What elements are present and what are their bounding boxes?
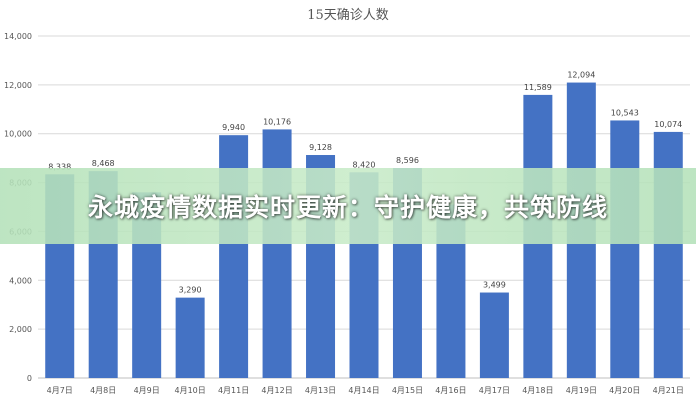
bar-data-label: 8,338 xyxy=(48,162,71,171)
x-axis-tick-labels: 4月7日 4月8日 4月9日 4月10日 4月11日 4月12日 4月13日 4月14日 4月1… xyxy=(47,386,684,395)
y-tick-label: 2,000 xyxy=(9,325,32,334)
x-tick-label: 4月16日 xyxy=(435,386,466,395)
bar-data-label: 10,543 xyxy=(611,108,639,117)
x-tick-label: 4月17日 xyxy=(479,386,510,395)
bar-data-label: 8,468 xyxy=(92,159,115,168)
bar-data-label: 3,290 xyxy=(179,286,202,295)
chart-title: 15天确诊人数 xyxy=(307,8,389,23)
x-tick-label: 4月18日 xyxy=(522,386,553,395)
bar xyxy=(479,292,509,378)
x-tick-label: 4月14日 xyxy=(348,386,379,395)
bar xyxy=(262,129,292,378)
bar xyxy=(175,297,205,378)
x-tick-label: 4月10日 xyxy=(174,386,205,395)
x-tick-label: 4月15日 xyxy=(392,386,423,395)
bar-data-label: 8,420 xyxy=(353,160,376,169)
x-tick-label: 4月13日 xyxy=(305,386,336,395)
headline-banner: 永城疫情数据实时更新：守护健康，共筑防线 xyxy=(0,168,696,244)
x-tick-label: 4月7日 xyxy=(47,386,73,395)
headline-text: 永城疫情数据实时更新：守护健康，共筑防线 xyxy=(87,193,608,222)
x-tick-label: 4月9日 xyxy=(134,386,160,395)
y-tick-label: 10,000 xyxy=(4,130,32,139)
x-tick-label: 4月11日 xyxy=(218,386,249,395)
x-tick-label: 4月12日 xyxy=(261,386,292,395)
bar-data-label: 3,499 xyxy=(483,281,506,290)
x-tick-label: 4月19日 xyxy=(566,386,597,395)
x-tick-label: 4月20日 xyxy=(609,386,640,395)
data-labels: 8,338 8,468 3,290 9,940 10,176 9,128 8,420 8,59… xyxy=(48,71,682,295)
bar-data-label: 8,596 xyxy=(396,156,419,165)
x-tick-label: 4月21日 xyxy=(653,386,684,395)
bar-data-label: 12,094 xyxy=(567,71,595,80)
y-tick-label: 4,000 xyxy=(9,276,32,285)
bar-data-label: 10,176 xyxy=(263,117,291,126)
y-tick-label: 12,000 xyxy=(4,81,32,90)
bar-data-label: 9,128 xyxy=(309,143,332,152)
bar-data-label: 10,074 xyxy=(654,120,682,129)
x-tick-label: 4月8日 xyxy=(90,386,116,395)
y-tick-label: 0 xyxy=(27,374,32,383)
bar-data-label: 11,589 xyxy=(524,83,552,92)
bar xyxy=(610,120,640,378)
bar-data-label: 9,940 xyxy=(222,123,245,132)
y-tick-label: 14,000 xyxy=(4,32,32,41)
